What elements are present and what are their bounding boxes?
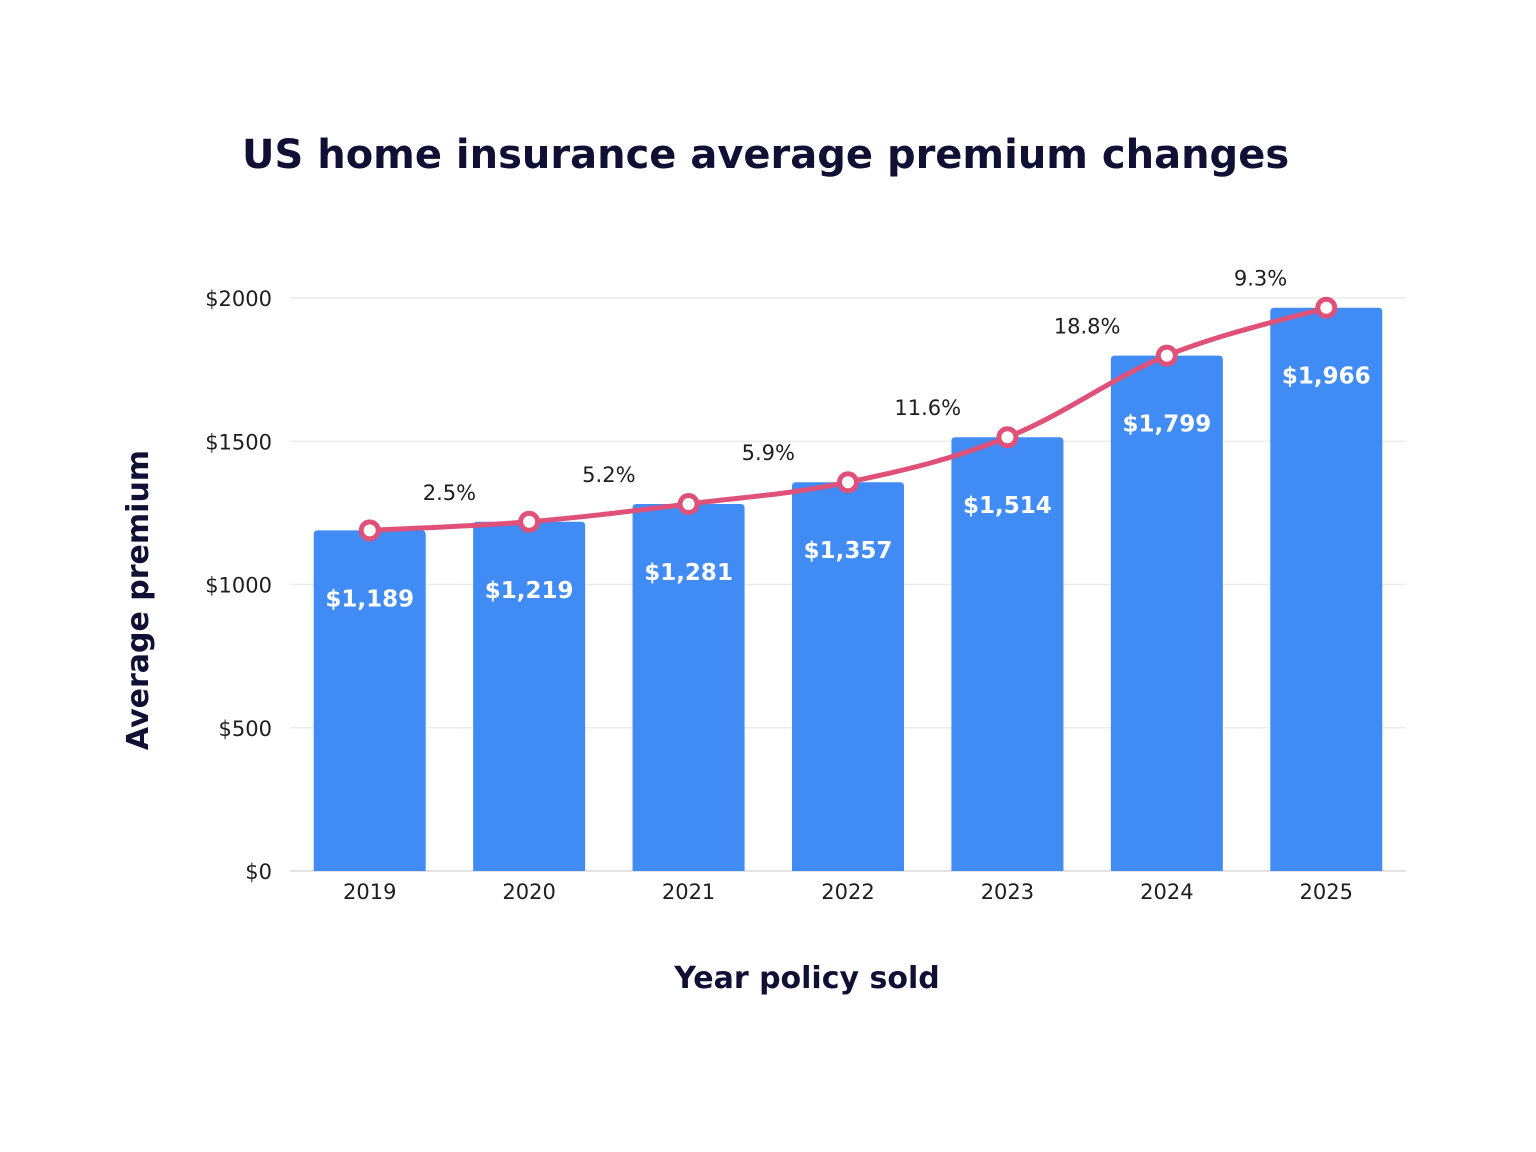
- x-tick-label: 2019: [343, 880, 396, 904]
- x-tick-label: 2023: [981, 880, 1034, 904]
- bar-2025: [1270, 307, 1383, 872]
- y-axis-ticks: $0 $500 $1000 $1500 $2000: [205, 287, 272, 884]
- x-tick-label: 2020: [502, 880, 555, 904]
- x-tick-label: 2024: [1140, 880, 1193, 904]
- trend-marker-2021: [677, 492, 700, 515]
- trend-marker-2019: [358, 519, 381, 542]
- x-tick-label: 2025: [1300, 880, 1353, 904]
- trend-line-group: [358, 296, 1338, 542]
- bar-value-label: $1,966: [1282, 364, 1371, 390]
- bar-2022: [792, 482, 904, 871]
- bar-2024: [1110, 355, 1223, 871]
- bar-2023: [951, 437, 1064, 871]
- x-axis-ticks: 2019 2020 2021 2022 2023 2024 2025: [343, 880, 1353, 904]
- y-tick-label: $2000: [205, 287, 272, 311]
- change-label: 5.2%: [582, 463, 635, 487]
- trend-marker-2023: [996, 426, 1019, 449]
- x-axis-title: Year policy sold: [673, 961, 939, 996]
- change-label: 9.3%: [1234, 267, 1287, 291]
- bar-value-label: $1,219: [485, 578, 574, 604]
- y-tick-label: $500: [219, 717, 272, 741]
- change-label: 11.6%: [894, 396, 961, 420]
- y-axis-title: Average premium: [121, 450, 156, 750]
- y-tick-label: $1000: [205, 574, 272, 598]
- bar-2019: [313, 530, 426, 871]
- x-tick-label: 2021: [662, 880, 715, 904]
- change-label: 2.5%: [423, 481, 476, 505]
- bar-value-label: $1,189: [325, 586, 414, 612]
- y-tick-label: $0: [245, 860, 272, 884]
- bar-value-label: $1,799: [1122, 412, 1211, 438]
- trend-marker-2025: [1315, 296, 1338, 319]
- bar-value-label: $1,281: [644, 560, 733, 586]
- change-labels: 2.5% 5.2% 5.9% 11.6% 18.8% 9.3%: [423, 267, 1288, 505]
- x-tick-label: 2022: [821, 880, 874, 904]
- bar-2021: [632, 503, 745, 871]
- bars: [313, 307, 1383, 872]
- trend-marker-2024: [1155, 344, 1178, 367]
- y-tick-label: $1500: [205, 430, 272, 454]
- bar-2020: [473, 521, 586, 871]
- bar-value-label: $1,357: [804, 538, 893, 564]
- change-label: 5.9%: [742, 441, 795, 465]
- chart-title: US home insurance average premium change…: [242, 132, 1289, 178]
- trend-marker-2022: [837, 471, 859, 494]
- bar-value-label: $1,514: [963, 493, 1052, 519]
- trend-marker-2020: [518, 510, 541, 533]
- bar-value-labels: $1,189 $1,219 $1,281 $1,357 $1,514 $1,799 $1,9…: [325, 364, 1370, 613]
- change-label: 18.8%: [1054, 315, 1121, 339]
